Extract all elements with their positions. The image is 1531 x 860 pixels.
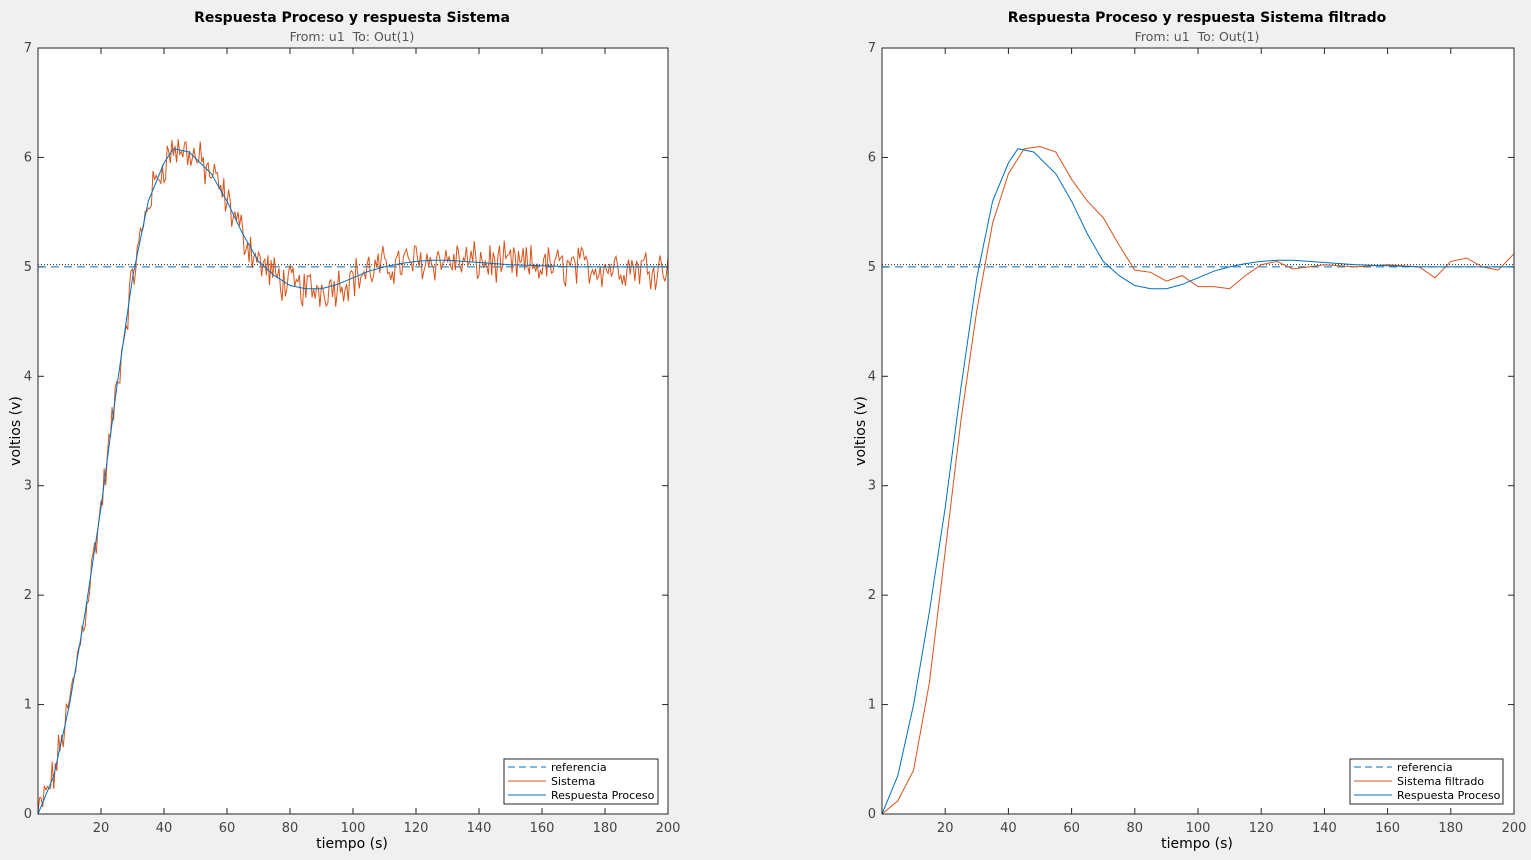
chart-left-subtitle: From: u1 To: Out(1) [290,29,415,44]
y-tick-label: 4 [868,369,876,384]
chart-left-plot-area [38,48,668,814]
x-tick-label: 20 [937,821,954,836]
chart-right-title: Respuesta Proceso y respuesta Sistema fi… [1008,10,1387,26]
chart-right: Respuesta Proceso y respuesta Sistema fi… [853,10,1526,852]
chart-left-title: Respuesta Proceso y respuesta Sistema [194,10,510,26]
chart-left-lines [37,139,669,815]
y-tick-label: 7 [24,41,32,56]
x-tick-label: 180 [593,821,618,836]
chart-left-ticks: 20 40 60 80 100 120 140 160 180 200 0 1 2 3 4 5 6 7 [24,41,681,836]
chart-right-ticks: 20 40 60 80 100 120 140 160 180 200 0 1 2 3 4 5 6 7 [868,41,1527,836]
x-tick-label: 200 [1502,821,1527,836]
y-tick-label: 2 [24,588,32,603]
x-tick-label: 180 [1438,821,1463,836]
chart-right-ylabel: voltios (v) [853,396,869,466]
x-tick-label: 100 [1186,821,1211,836]
chart-right-lines [881,145,1515,815]
legend-label-sistema-filtrado: Sistema filtrado [1397,775,1484,788]
chart-right-plot-area [882,48,1514,814]
x-tick-label: 80 [1127,821,1144,836]
y-tick-label: 5 [868,260,876,275]
legend-label-referencia: referencia [1397,761,1453,774]
y-tick-label: 7 [868,41,876,56]
chart-right-frame [881,47,1515,815]
legend-label-referencia: referencia [551,761,607,774]
y-tick-label: 3 [24,479,32,494]
x-tick-label: 160 [530,821,555,836]
x-tick-label: 140 [467,821,492,836]
chart-left-xlabel: tiempo (s) [316,836,388,852]
chart-left: Respuesta Proceso y respuesta Sistema Fr… [8,10,680,852]
y-tick-label: 4 [24,369,32,384]
y-tick-label: 3 [868,479,876,494]
x-tick-label: 100 [341,821,366,836]
y-tick-label: 5 [24,260,32,275]
chart-left-frame [37,47,669,815]
chart-left-legend: referencia Sistema Respuesta Proceso [503,758,659,805]
y-tick-label: 2 [868,588,876,603]
x-tick-label: 20 [93,821,110,836]
series-line-respuesta-proceso [881,148,1514,815]
legend-label-respuesta-proceso: Respuesta Proceso [551,789,655,802]
x-tick-label: 160 [1375,821,1400,836]
y-tick-label: 1 [868,698,876,713]
chart-right-subtitle: From: u1 To: Out(1) [1135,29,1260,44]
y-tick-label: 1 [24,698,32,713]
y-tick-label: 6 [868,150,876,165]
legend-label-respuesta-proceso: Respuesta Proceso [1397,789,1501,802]
x-tick-label: 200 [656,821,681,836]
x-tick-label: 40 [1000,821,1017,836]
x-tick-label: 120 [404,821,429,836]
x-tick-label: 60 [1063,821,1080,836]
x-tick-label: 60 [219,821,236,836]
x-tick-label: 40 [156,821,173,836]
y-tick-label: 0 [24,807,32,822]
y-tick-label: 0 [868,807,876,822]
x-tick-label: 120 [1249,821,1274,836]
chart-right-xlabel: tiempo (s) [1161,836,1233,852]
x-tick-label: 140 [1312,821,1337,836]
chart-left-ylabel: voltios (v) [8,396,24,466]
y-tick-label: 6 [24,150,32,165]
chart-right-legend: referencia Sistema filtrado Respuesta Pr… [1349,758,1504,805]
x-tick-label: 80 [282,821,299,836]
series-line-respuesta-proceso [37,148,668,815]
legend-label-sistema: Sistema [551,775,595,788]
